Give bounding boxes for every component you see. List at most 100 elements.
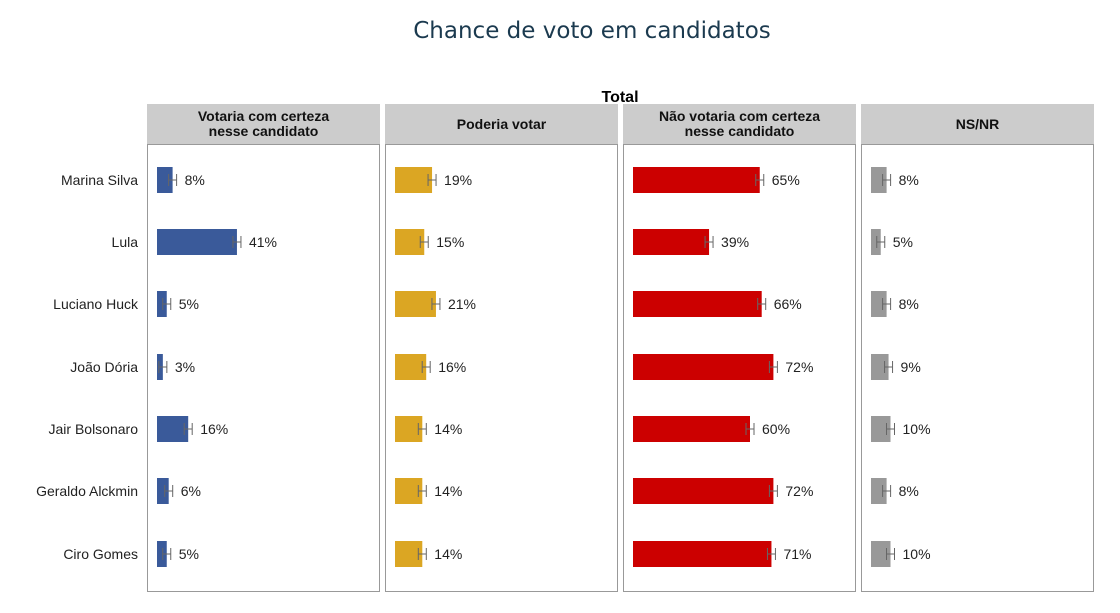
bar — [395, 229, 425, 255]
error-bar — [768, 485, 778, 497]
error-bar — [704, 236, 714, 248]
bar — [871, 416, 891, 442]
data-label: 6% — [181, 483, 201, 499]
error-bar — [882, 174, 892, 186]
error-bar — [427, 174, 437, 186]
error-bar — [162, 548, 172, 560]
data-label: 66% — [774, 296, 802, 312]
bar — [395, 291, 436, 317]
data-label: 8% — [899, 172, 919, 188]
facet-header — [385, 104, 618, 144]
data-label: 71% — [783, 546, 811, 562]
facet-header — [861, 104, 1094, 144]
bar — [633, 478, 774, 504]
data-label: 5% — [893, 234, 913, 250]
bar — [395, 478, 423, 504]
bar — [157, 541, 167, 567]
error-bar — [417, 423, 427, 435]
error-bar — [757, 298, 767, 310]
bar — [633, 291, 762, 317]
error-bar — [232, 236, 242, 248]
data-label: 8% — [185, 172, 205, 188]
category-label: Luciano Huck — [53, 296, 139, 312]
facet-header — [623, 104, 856, 144]
category-label: João Dória — [70, 359, 138, 375]
data-label: 8% — [899, 483, 919, 499]
error-bar — [882, 298, 892, 310]
bar — [871, 478, 887, 504]
data-label: 21% — [448, 296, 476, 312]
bar — [633, 541, 772, 567]
error-bar — [876, 236, 886, 248]
error-bar — [168, 174, 178, 186]
bar — [395, 541, 423, 567]
bar — [395, 167, 433, 193]
bar — [871, 541, 891, 567]
data-label: 5% — [179, 296, 199, 312]
data-label: 16% — [438, 359, 466, 375]
error-bar — [417, 485, 427, 497]
bar — [633, 354, 774, 380]
error-bar — [766, 548, 776, 560]
bar — [157, 167, 173, 193]
data-label: 14% — [434, 546, 462, 562]
category-label: Geraldo Alckmin — [36, 483, 138, 499]
bar — [395, 416, 423, 442]
error-bar — [421, 361, 431, 373]
data-label: 9% — [901, 359, 921, 375]
chart-title: Chance de voto em candidatos — [413, 18, 771, 44]
data-label: 15% — [436, 234, 464, 250]
bar — [633, 416, 750, 442]
category-label: Jair Bolsonaro — [49, 421, 139, 437]
bar — [157, 478, 169, 504]
bar — [157, 229, 237, 255]
bar — [633, 167, 760, 193]
data-label: 10% — [903, 421, 931, 437]
facet-panel — [861, 144, 1094, 592]
facet-header-label: nesse candidato — [685, 123, 795, 139]
error-bar — [431, 298, 441, 310]
error-bar — [162, 298, 172, 310]
data-label: 3% — [175, 359, 195, 375]
error-bar — [768, 361, 778, 373]
error-bar — [755, 174, 765, 186]
data-label: 10% — [903, 546, 931, 562]
error-bar — [745, 423, 755, 435]
data-label: 16% — [200, 421, 228, 437]
category-label: Lula — [112, 234, 139, 250]
bar — [871, 167, 887, 193]
facet-header — [147, 104, 380, 144]
data-label: 8% — [899, 296, 919, 312]
error-bar — [886, 548, 895, 560]
facet-header-label: Votaria com certeza — [198, 108, 329, 124]
bar — [395, 354, 427, 380]
facet-supertitle: Total — [601, 89, 638, 106]
data-label: 39% — [721, 234, 749, 250]
facet-panel — [147, 144, 380, 592]
data-label: 72% — [785, 359, 813, 375]
error-bar — [158, 361, 168, 373]
error-bar — [419, 236, 429, 248]
error-bar — [884, 361, 894, 373]
bar — [871, 291, 887, 317]
category-label: Ciro Gomes — [63, 546, 138, 562]
data-label: 19% — [444, 172, 472, 188]
bar — [157, 416, 189, 442]
bar — [871, 229, 881, 255]
data-label: 5% — [179, 546, 199, 562]
facet-header-label: Não votaria com certeza — [659, 108, 820, 124]
error-bar — [886, 423, 895, 435]
facet-header-label: NS/NR — [956, 116, 1000, 132]
bar — [157, 291, 167, 317]
facet-header-label: Poderia votar — [457, 116, 547, 132]
error-bar — [417, 548, 427, 560]
error-bar — [183, 423, 193, 435]
bar — [871, 354, 889, 380]
data-label: 72% — [785, 483, 813, 499]
data-label: 65% — [772, 172, 800, 188]
data-label: 41% — [249, 234, 277, 250]
data-label: 60% — [762, 421, 790, 437]
category-label: Marina Silva — [61, 172, 138, 188]
bar — [633, 229, 710, 255]
